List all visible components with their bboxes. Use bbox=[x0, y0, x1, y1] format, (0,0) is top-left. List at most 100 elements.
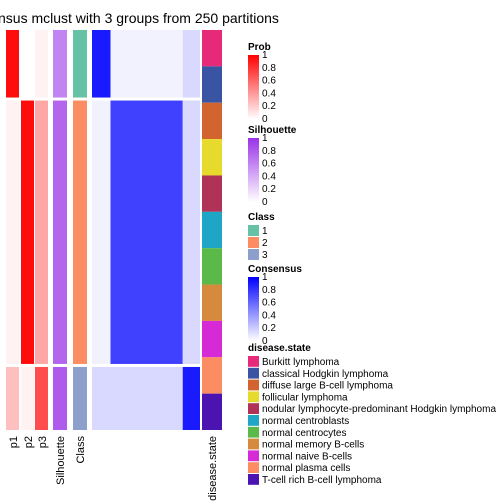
prob-cell-p3 bbox=[35, 100, 48, 364]
column-label: p3 bbox=[37, 436, 49, 448]
silhouette-legend-bar bbox=[248, 138, 259, 202]
heatmap-body bbox=[6, 30, 222, 430]
consensus-block bbox=[182, 366, 200, 430]
prob-cell-p1 bbox=[6, 366, 19, 430]
disease-state-legend-label: follicular lymphoma bbox=[262, 392, 348, 403]
prob-legend-bar bbox=[248, 55, 259, 119]
silhouette-cell bbox=[53, 30, 67, 98]
column-label: Class bbox=[75, 436, 87, 464]
disease-state-cell bbox=[202, 30, 222, 67]
consensus-legend-bar bbox=[248, 277, 259, 341]
consensus-block bbox=[182, 30, 200, 98]
consensus-legend-tick: 0.6 bbox=[262, 298, 276, 309]
column-labels: p1 p2 p3 Silhouette Class disease.state bbox=[8, 436, 219, 501]
disease-state-legend-label: T-cell rich B-cell lymphoma bbox=[262, 475, 382, 486]
disease-state-cell bbox=[202, 66, 222, 103]
column-label: Silhouette bbox=[55, 436, 67, 485]
prob-legend-tick: 0.8 bbox=[262, 63, 276, 74]
prob-cell-p3 bbox=[35, 366, 48, 430]
disease-state-cell bbox=[202, 139, 222, 176]
legends: Prob10.80.60.40.20Silhouette10.80.60.40.… bbox=[248, 42, 496, 486]
class-legend-swatch bbox=[248, 237, 259, 248]
consensus-legend-tick: 0.4 bbox=[262, 310, 276, 321]
column-label: disease.state bbox=[207, 436, 219, 501]
prob-cell-p2 bbox=[21, 100, 34, 364]
disease-state-legend-swatch bbox=[248, 462, 259, 473]
class-cell bbox=[73, 30, 87, 98]
disease-state-legend-swatch bbox=[248, 356, 259, 367]
disease-state-legend-title: disease.state bbox=[248, 343, 311, 354]
prob-legend-tick: 1 bbox=[262, 50, 268, 61]
column-label: p1 bbox=[8, 436, 20, 448]
silhouette-legend-tick: 0.2 bbox=[262, 184, 276, 195]
consensus-legend-tick: 0 bbox=[262, 336, 268, 347]
silhouette-legend-title: Silhouette bbox=[248, 125, 297, 136]
disease-state-legend-label: normal memory B-cells bbox=[262, 440, 364, 451]
silhouette-cell bbox=[53, 366, 67, 430]
prob-legend-title: Prob bbox=[248, 42, 271, 53]
consensus-block bbox=[110, 366, 183, 430]
prob-legend-tick: 0.6 bbox=[262, 76, 276, 87]
disease-state-legend-label: normal centroblasts bbox=[262, 416, 349, 427]
prob-cell-p1 bbox=[6, 100, 19, 364]
disease-state-legend-label: nodular lymphocyte-predominant Hodgkin l… bbox=[262, 404, 496, 415]
prob-legend-tick: 0.4 bbox=[262, 88, 276, 99]
class-legend-label: 1 bbox=[262, 226, 268, 237]
disease-state-cell bbox=[202, 393, 222, 430]
consensus-legend-title: Consensus bbox=[248, 264, 302, 275]
silhouette-legend-tick: 0 bbox=[262, 197, 268, 208]
consensus-block bbox=[110, 100, 183, 364]
disease-state-legend-swatch bbox=[248, 450, 259, 462]
disease-state-legend-label: classical Hodgkin lymphoma bbox=[262, 369, 389, 380]
disease-state-legend-swatch bbox=[248, 474, 259, 485]
disease-state-cell bbox=[202, 102, 222, 140]
silhouette-legend-tick: 0.4 bbox=[262, 171, 276, 182]
consensus-legend-tick: 0.2 bbox=[262, 323, 276, 334]
disease-state-cell bbox=[202, 284, 222, 321]
disease-state-legend-label: normal naive B-cells bbox=[262, 451, 352, 462]
silhouette-cell bbox=[53, 100, 67, 364]
silhouette-legend-tick: 1 bbox=[262, 133, 268, 144]
disease-state-legend-label: normal plasma cells bbox=[262, 463, 350, 474]
silhouette-legend-tick: 0.6 bbox=[262, 159, 276, 170]
consensus-block bbox=[110, 30, 183, 98]
disease-state-cell bbox=[202, 357, 222, 394]
prob-cell-p3 bbox=[35, 30, 48, 98]
silhouette-legend-tick: 0.8 bbox=[262, 146, 276, 157]
consensus-block bbox=[92, 100, 111, 364]
class-legend-swatch bbox=[248, 225, 259, 236]
class-legend-label: 2 bbox=[262, 238, 268, 249]
disease-state-cell bbox=[202, 320, 222, 358]
column-label: p2 bbox=[23, 436, 35, 448]
disease-state-legend-swatch bbox=[248, 379, 259, 391]
disease-state-legend-swatch bbox=[248, 438, 259, 450]
prob-cell-p2 bbox=[21, 30, 34, 98]
prob-cell-p2 bbox=[21, 366, 34, 430]
disease-state-cell bbox=[202, 211, 222, 249]
disease-state-legend-swatch bbox=[248, 415, 259, 426]
consensus-block bbox=[182, 100, 200, 364]
disease-state-legend-swatch bbox=[248, 426, 259, 438]
consensus-legend-tick: 1 bbox=[262, 272, 268, 283]
disease-state-cell bbox=[202, 248, 222, 285]
disease-state-legend-label: diffuse large B-cell lymphoma bbox=[262, 381, 393, 392]
disease-state-legend-swatch bbox=[248, 391, 259, 403]
consensus-legend-tick: 0.8 bbox=[262, 285, 276, 296]
consensus-block bbox=[92, 30, 111, 98]
consensus-block bbox=[92, 366, 111, 430]
prob-legend-tick: 0 bbox=[262, 114, 268, 125]
prob-cell-p1 bbox=[6, 30, 19, 98]
chart-title: nsus mclust with 3 groups from 250 parti… bbox=[0, 10, 279, 26]
prob-legend-tick: 0.2 bbox=[262, 101, 276, 112]
class-legend-label: 3 bbox=[262, 250, 268, 261]
disease-state-legend-swatch bbox=[248, 403, 259, 414]
class-legend-swatch bbox=[248, 249, 259, 260]
class-legend-title: Class bbox=[248, 212, 275, 223]
class-cell bbox=[73, 100, 87, 364]
disease-state-legend-label: normal centrocytes bbox=[262, 428, 346, 439]
class-cell bbox=[73, 366, 87, 430]
disease-state-legend-label: Burkitt lymphoma bbox=[262, 357, 340, 368]
disease-state-legend-swatch bbox=[248, 367, 259, 379]
disease-state-cell bbox=[202, 175, 222, 212]
